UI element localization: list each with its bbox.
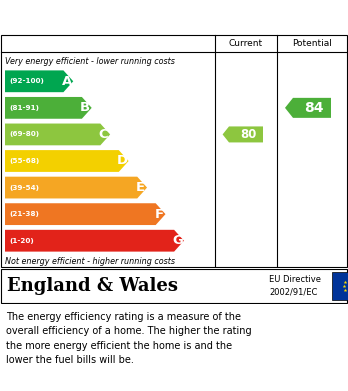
Polygon shape [5,70,73,92]
Text: Potential: Potential [292,38,332,47]
Text: Energy Efficiency Rating: Energy Efficiency Rating [8,9,229,25]
Text: B: B [80,101,90,114]
Text: (39-54): (39-54) [9,185,39,190]
Text: (1-20): (1-20) [9,238,34,244]
Polygon shape [285,98,331,118]
Polygon shape [5,150,128,172]
Polygon shape [5,97,92,119]
Text: Not energy efficient - higher running costs: Not energy efficient - higher running co… [5,258,175,267]
Text: 80: 80 [240,128,256,141]
Polygon shape [5,203,166,225]
Text: F: F [155,208,164,221]
Polygon shape [5,230,184,252]
Polygon shape [5,177,147,199]
Text: The energy efficiency rating is a measure of the
overall efficiency of a home. T: The energy efficiency rating is a measur… [6,312,252,365]
Text: (55-68): (55-68) [9,158,39,164]
Text: D: D [117,154,128,167]
Text: G: G [172,234,183,247]
Text: England & Wales: England & Wales [7,277,178,295]
Text: (81-91): (81-91) [9,105,39,111]
Text: E: E [136,181,145,194]
Bar [332,272,348,300]
Text: A: A [62,75,72,88]
Text: (21-38): (21-38) [9,211,39,217]
Text: Very energy efficient - lower running costs: Very energy efficient - lower running co… [5,57,175,66]
Polygon shape [5,124,110,145]
Text: C: C [99,128,109,141]
Text: 84: 84 [304,101,324,115]
Text: (92-100): (92-100) [9,78,44,84]
Polygon shape [223,126,263,142]
Text: (69-80): (69-80) [9,131,39,137]
Text: EU Directive
2002/91/EC: EU Directive 2002/91/EC [269,275,321,297]
Text: Current: Current [229,38,263,47]
